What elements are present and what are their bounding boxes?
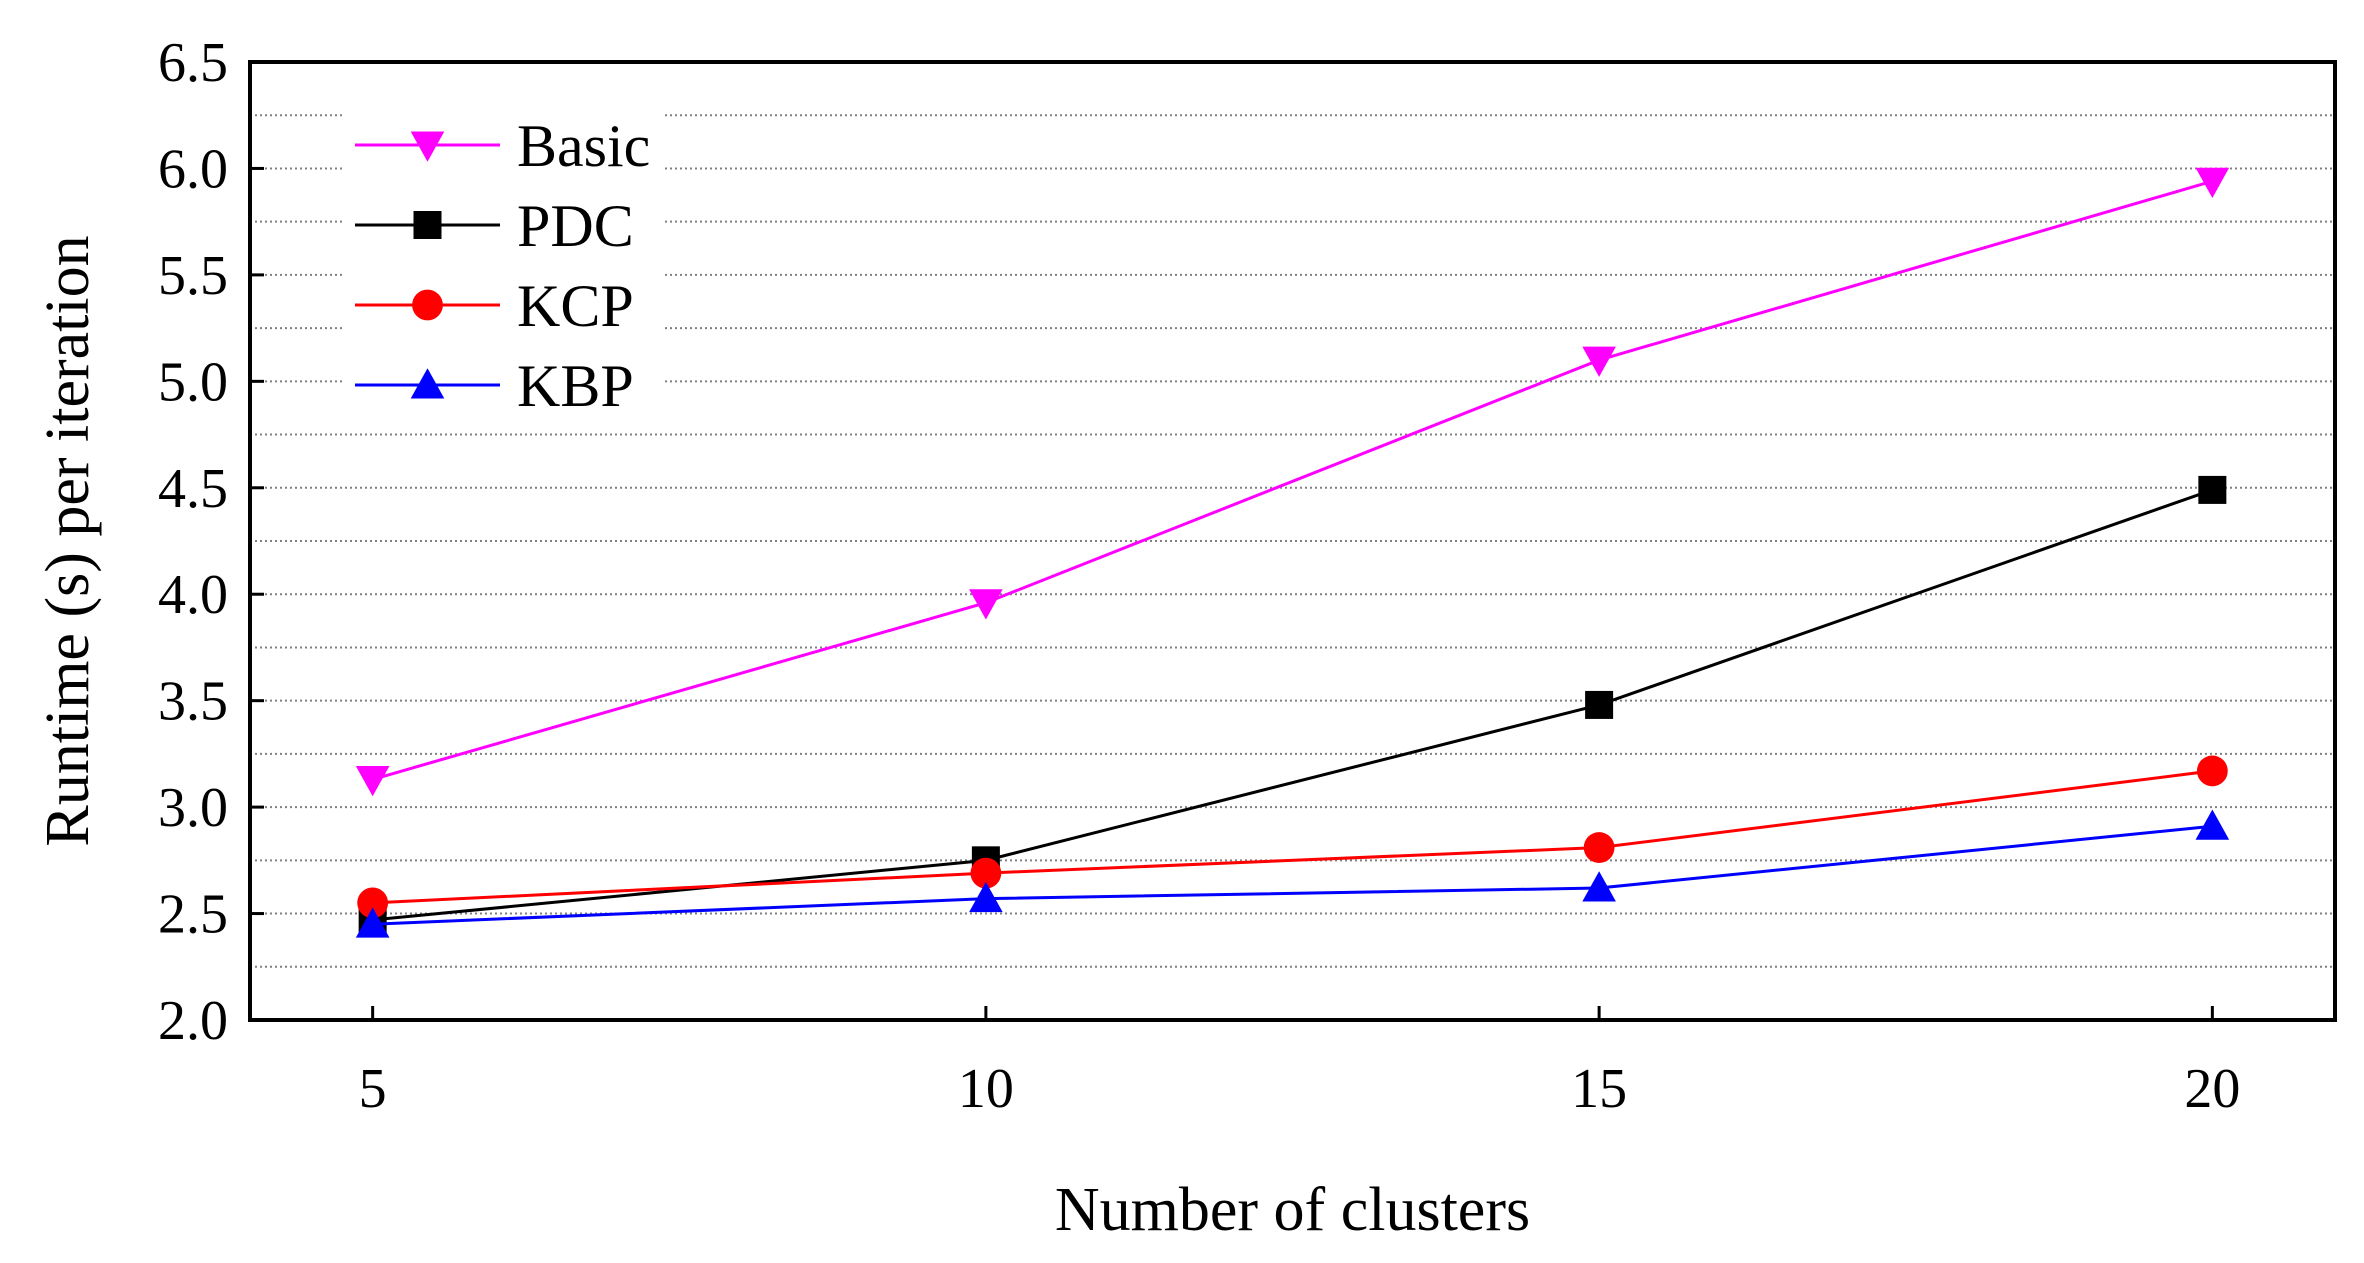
series-basic bbox=[355, 167, 2230, 797]
data-point-kbp bbox=[2195, 809, 2230, 840]
y-tick-label: 6.0 bbox=[158, 138, 228, 200]
x-tick-label: 10 bbox=[958, 1058, 1014, 1120]
y-tick-label: 2.0 bbox=[158, 990, 228, 1052]
y-axis-title: Runtime (s) per iteration bbox=[34, 235, 102, 846]
x-tick-label: 15 bbox=[1571, 1058, 1627, 1120]
series-layer bbox=[355, 167, 2230, 938]
legend-marker-basic bbox=[410, 131, 445, 162]
legend-label-pdc: PDC bbox=[517, 193, 634, 259]
data-point-basic bbox=[2195, 167, 2230, 199]
y-tick-label: 6.5 bbox=[158, 32, 228, 94]
y-tick-label: 3.5 bbox=[158, 671, 228, 733]
legend-marker-kbp bbox=[410, 368, 445, 399]
series-pdc bbox=[358, 475, 2227, 934]
data-point-pdc bbox=[1585, 690, 1614, 719]
x-axis-title: Number of clusters bbox=[1055, 1176, 1530, 1244]
series-line-kbp bbox=[372, 824, 2213, 926]
series-line-kcp bbox=[372, 769, 2213, 905]
series-line-pdc bbox=[372, 488, 2213, 922]
data-point-kcp bbox=[1583, 832, 1615, 863]
data-point-kbp bbox=[355, 907, 390, 938]
y-tick-label: 4.0 bbox=[158, 564, 228, 626]
series-kcp bbox=[357, 755, 2228, 919]
legend: Basic PDC KCP KBP bbox=[345, 110, 665, 420]
data-point-kcp bbox=[2196, 755, 2228, 787]
plot-frame bbox=[248, 60, 2337, 1022]
x-axis-ticks: 5 10 15 20 bbox=[359, 1006, 2240, 1120]
legend-marker-kcp bbox=[412, 289, 443, 321]
data-point-kbp bbox=[969, 881, 1003, 913]
data-point-basic bbox=[1582, 346, 1616, 377]
y-tick-label: 2.5 bbox=[158, 884, 228, 946]
legend-label-kbp: KBP bbox=[517, 353, 634, 419]
legend-label-kcp: KCP bbox=[517, 273, 634, 339]
data-point-kbp bbox=[1582, 871, 1616, 902]
y-tick-label: 5.5 bbox=[158, 245, 228, 307]
data-point-pdc bbox=[2198, 475, 2227, 504]
data-point-kcp bbox=[357, 887, 389, 919]
y-tick-label: 4.5 bbox=[158, 458, 228, 520]
data-point-basic bbox=[355, 765, 390, 797]
y-tick-label: 5.0 bbox=[158, 351, 228, 413]
y-axis-ticks: 2.0 2.5 3.0 3.5 4.0 4.5 5.0 5.5 6.0 6.5 bbox=[158, 32, 264, 1052]
data-point-kcp bbox=[970, 857, 1002, 889]
data-point-basic bbox=[969, 589, 1003, 620]
x-tick-label: 5 bbox=[359, 1058, 387, 1120]
x-tick-label: 20 bbox=[2184, 1058, 2240, 1120]
y-tick-label: 3.0 bbox=[158, 777, 228, 839]
legend-label-basic: Basic bbox=[517, 113, 650, 179]
legend-marker-pdc bbox=[413, 211, 442, 239]
series-kbp bbox=[355, 809, 2230, 938]
series-line-basic bbox=[372, 179, 2213, 781]
